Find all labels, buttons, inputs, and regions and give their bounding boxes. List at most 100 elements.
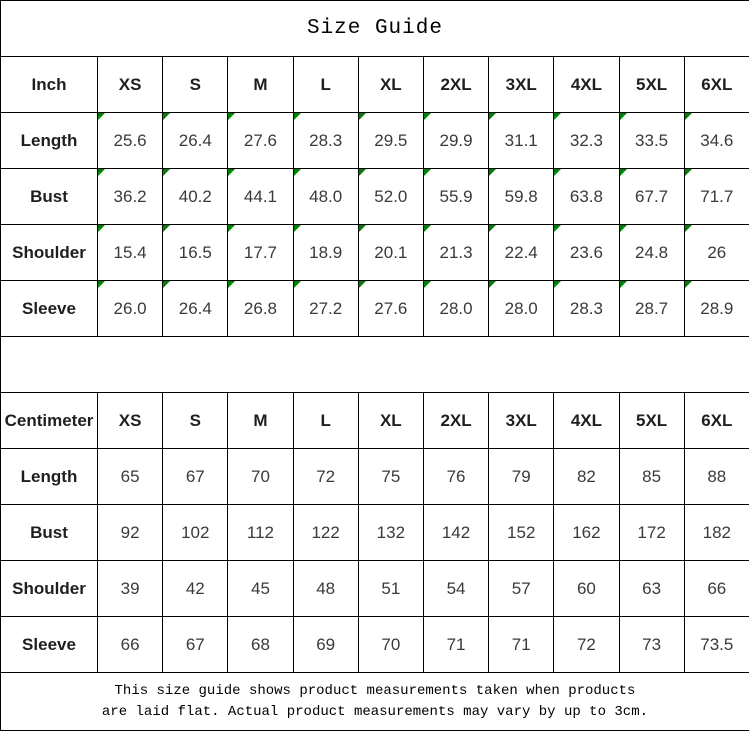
size-value-cell: 16.5 <box>163 225 228 281</box>
size-value-cell: 172 <box>619 505 684 561</box>
size-value-cell: 28.3 <box>293 113 358 169</box>
size-value-cell: 142 <box>423 505 488 561</box>
size-value-cell: 92 <box>98 505 163 561</box>
size-value-cell: 55.9 <box>423 169 488 225</box>
size-value-cell: 63 <box>619 561 684 617</box>
row-label: Length <box>1 113 98 169</box>
size-column-header: M <box>228 57 293 113</box>
size-value-cell: 54 <box>423 561 488 617</box>
size-value-cell: 15.4 <box>98 225 163 281</box>
size-value-cell: 112 <box>228 505 293 561</box>
size-column-header: XL <box>358 57 423 113</box>
size-value-cell: 20.1 <box>358 225 423 281</box>
footer-note: This size guide shows product measuremen… <box>1 673 749 731</box>
size-value-cell: 72 <box>554 617 619 673</box>
size-value-cell: 70 <box>358 617 423 673</box>
size-value-cell: 26 <box>684 225 749 281</box>
size-value-cell: 71.7 <box>684 169 749 225</box>
size-value-cell: 23.6 <box>554 225 619 281</box>
row-label: Bust <box>1 169 98 225</box>
size-value-cell: 28.0 <box>423 281 488 337</box>
size-value-cell: 88 <box>684 449 749 505</box>
size-value-cell: 66 <box>98 617 163 673</box>
size-value-cell: 102 <box>163 505 228 561</box>
size-value-cell: 85 <box>619 449 684 505</box>
size-column-header: M <box>228 393 293 449</box>
row-label: Bust <box>1 505 98 561</box>
row-label: Sleeve <box>1 617 98 673</box>
size-column-header: S <box>163 393 228 449</box>
size-value-cell: 22.4 <box>489 225 554 281</box>
size-column-header: 2XL <box>423 393 488 449</box>
size-column-header: 3XL <box>489 57 554 113</box>
size-value-cell: 17.7 <box>228 225 293 281</box>
size-value-cell: 48.0 <box>293 169 358 225</box>
footer-row: This size guide shows product measuremen… <box>1 673 749 731</box>
size-value-cell: 26.0 <box>98 281 163 337</box>
spacer-row <box>1 337 749 393</box>
size-value-cell: 73.5 <box>684 617 749 673</box>
size-column-header: 5XL <box>619 57 684 113</box>
size-value-cell: 122 <box>293 505 358 561</box>
size-value-cell: 31.1 <box>489 113 554 169</box>
size-value-cell: 162 <box>554 505 619 561</box>
row-label: Shoulder <box>1 561 98 617</box>
size-value-cell: 18.9 <box>293 225 358 281</box>
size-column-header: 4XL <box>554 393 619 449</box>
size-value-cell: 40.2 <box>163 169 228 225</box>
size-value-cell: 59.8 <box>489 169 554 225</box>
size-value-cell: 67.7 <box>619 169 684 225</box>
size-column-header: XS <box>98 393 163 449</box>
size-column-header: 6XL <box>684 57 749 113</box>
size-value-cell: 73 <box>619 617 684 673</box>
size-value-cell: 27.2 <box>293 281 358 337</box>
size-column-header: XS <box>98 57 163 113</box>
size-value-cell: 24.8 <box>619 225 684 281</box>
row-label: Sleeve <box>1 281 98 337</box>
size-value-cell: 36.2 <box>98 169 163 225</box>
size-value-cell: 63.8 <box>554 169 619 225</box>
footer-line-2: are laid flat. Actual product measuremen… <box>1 702 749 723</box>
size-value-cell: 48 <box>293 561 358 617</box>
size-value-cell: 68 <box>228 617 293 673</box>
size-value-cell: 67 <box>163 617 228 673</box>
size-column-header: 5XL <box>619 393 684 449</box>
size-column-header: 3XL <box>489 393 554 449</box>
size-value-cell: 52.0 <box>358 169 423 225</box>
size-value-cell: 32.3 <box>554 113 619 169</box>
size-value-cell: 51 <box>358 561 423 617</box>
row-label: Shoulder <box>1 225 98 281</box>
page-title: Size Guide <box>1 1 749 57</box>
size-value-cell: 34.6 <box>684 113 749 169</box>
size-value-cell: 27.6 <box>228 113 293 169</box>
size-value-cell: 44.1 <box>228 169 293 225</box>
size-value-cell: 27.6 <box>358 281 423 337</box>
size-value-cell: 152 <box>489 505 554 561</box>
size-value-cell: 28.9 <box>684 281 749 337</box>
size-value-cell: 26.8 <box>228 281 293 337</box>
size-value-cell: 75 <box>358 449 423 505</box>
size-value-cell: 25.6 <box>98 113 163 169</box>
size-value-cell: 42 <box>163 561 228 617</box>
size-value-cell: 28.0 <box>489 281 554 337</box>
size-column-header: XL <box>358 393 423 449</box>
size-value-cell: 29.5 <box>358 113 423 169</box>
size-value-cell: 182 <box>684 505 749 561</box>
footer-line-1: This size guide shows product measuremen… <box>1 681 749 702</box>
size-value-cell: 70 <box>228 449 293 505</box>
size-value-cell: 82 <box>554 449 619 505</box>
size-column-header: 2XL <box>423 57 488 113</box>
size-value-cell: 29.9 <box>423 113 488 169</box>
size-value-cell: 132 <box>358 505 423 561</box>
size-value-cell: 45 <box>228 561 293 617</box>
